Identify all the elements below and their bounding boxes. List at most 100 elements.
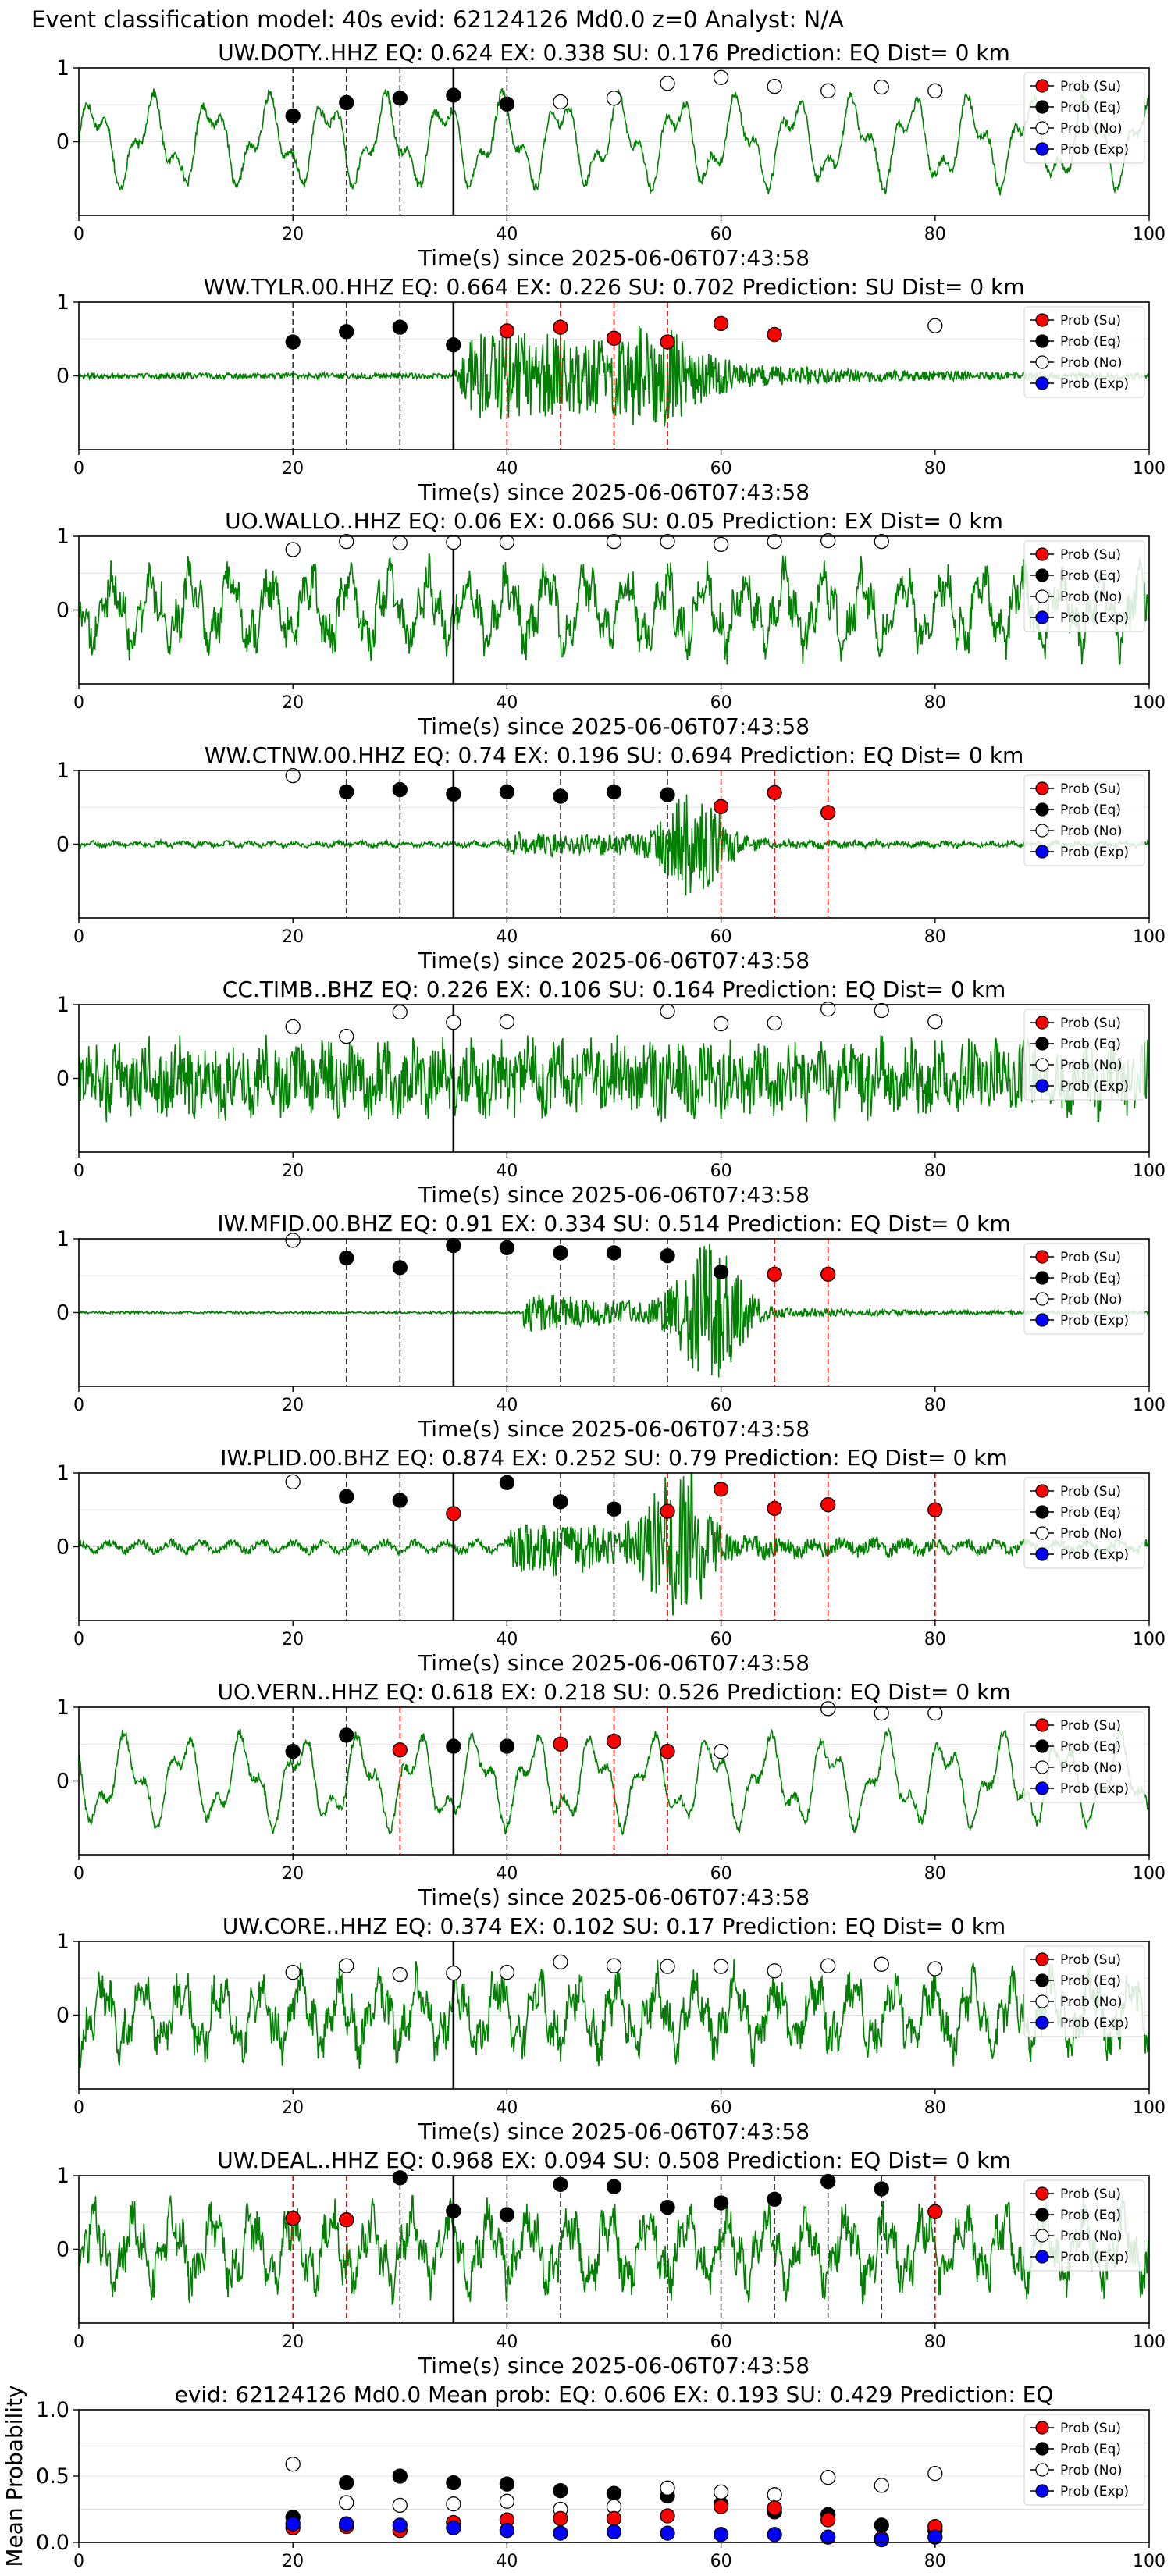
prob-point [285,2457,301,2472]
panel-axes-frame [78,2175,1150,2324]
panel-title: UW.CORE..HHZ EQ: 0.374 EX: 0.102 SU: 0.1… [222,1913,1005,1939]
prob-point [927,1502,943,1517]
legend-marker [1035,313,1049,327]
legend-box [1023,306,1145,398]
prob-point [874,2478,889,2493]
legend-marker [1035,2442,1049,2456]
panel-title: CC.TIMB..BHZ EQ: 0.226 EX: 0.106 SU: 0.1… [222,977,1005,1002]
prob-point [499,96,515,112]
prob-point [285,542,301,557]
x-tick-label: 100 [1133,459,1166,479]
prob-point [339,533,354,550]
panel-axes-frame [78,535,1150,685]
prob-point [339,1727,354,1743]
prob-point [446,786,461,802]
legend-marker [1035,1313,1049,1327]
prob-point [339,324,354,340]
legend-marker [1035,589,1049,603]
legend-marker [1035,2421,1049,2435]
x-tick-label: 100 [1133,2552,1166,2571]
legend-label: Prob (Exp) [1060,610,1129,626]
prob-point [713,2195,729,2211]
legend-label: Prob (No) [1060,824,1123,839]
legend-marker [1035,1484,1049,1498]
legend-label: Prob (No) [1060,1292,1123,1308]
x-tick-label: 0 [73,693,84,713]
prob-point [392,319,408,335]
legend-marker [1035,2016,1049,2030]
legend-label: Prob (Exp) [1060,845,1129,860]
legend-marker [1035,1058,1049,1072]
prob-point [446,2520,461,2535]
legend-marker [1035,610,1049,624]
x-tick-label: 20 [282,225,304,244]
prob-point [767,2500,782,2516]
prob-point [499,1014,515,1030]
legend-marker [1035,79,1049,93]
prob-point [713,2499,729,2514]
prob-point [339,1489,354,1504]
prob-point [874,2181,889,2197]
prob-point [713,536,729,553]
station-panel-3: UO.WALLO..HHZ EQ: 0.06 EX: 0.066 SU: 0.0… [56,508,1166,739]
legend-label: Prob (Exp) [1060,1547,1129,1563]
prob-point [660,1744,675,1759]
prob-point [285,767,301,784]
legend-label: Prob (No) [1060,1058,1123,1073]
prob-point [767,2527,782,2542]
y-tick-label: 0.5 [36,2464,69,2489]
station-panel-4: WW.CTNW.00.HHZ EQ: 0.74 EX: 0.196 SU: 0.… [56,742,1166,973]
prob-point [660,1003,675,1019]
x-tick-label: 60 [710,2332,732,2352]
legend-marker [1035,1994,1049,2008]
y-tick-label: 1 [56,1695,69,1720]
legend-label: Prob (Eq) [1060,1505,1121,1521]
panel-title: UO.WALLO..HHZ EQ: 0.06 EX: 0.066 SU: 0.0… [225,508,1003,534]
x-tick-label: 40 [496,1396,518,1415]
prob-point [927,2465,943,2482]
legend-marker [1035,2463,1049,2477]
x-tick-label: 40 [496,1864,518,1884]
prob-point [392,1260,408,1276]
prob-point [285,1965,301,1980]
legend-box [1023,1711,1145,1803]
x-tick-label: 0 [73,1396,84,1415]
legend-label: Prob (Su) [1060,1250,1121,1265]
y-tick-label: 1 [56,1461,69,1485]
prob-point [446,2475,461,2491]
legend-marker [1035,1973,1049,1987]
legend-label: Prob (Su) [1060,547,1121,563]
prob-point [553,2525,568,2541]
legend-marker [1035,1718,1049,1732]
x-tick-label: 0 [73,459,84,479]
prob-point [874,1705,889,1721]
prob-point [392,2517,408,2533]
x-tick-label: 60 [710,459,732,479]
x-axis-label: Time(s) since 2025-06-06T07:43:58 [418,1182,810,1208]
y-tick-label: 1.0 [36,2398,69,2422]
prob-point [499,1738,515,1754]
prob-point [767,326,782,343]
y-tick-label: 1 [56,993,69,1017]
prob-point [392,1966,408,1983]
x-tick-label: 80 [924,225,946,244]
y-tick-label: 1 [56,2164,69,2188]
x-axis-label: Time(s) since 2025-06-06T07:43:58 [418,1884,810,1910]
x-tick-label: 80 [924,693,946,713]
prob-point [285,1019,301,1034]
panel-axes-frame [78,1472,1150,1621]
prob-point [713,799,729,814]
panel-axes-frame [78,1004,1150,1153]
x-tick-label: 80 [924,2552,946,2571]
x-tick-label: 20 [282,927,304,947]
legend-label: Prob (No) [1060,589,1123,605]
legend-marker [1035,2484,1049,2498]
x-axis-label: Time(s) since 2025-06-06T07:43:58 [418,479,810,505]
prob-point [660,533,675,550]
legend-label: Prob (Eq) [1060,802,1121,818]
station-panel-10: UW.DEAL..HHZ EQ: 0.968 EX: 0.094 SU: 0.5… [56,2147,1166,2379]
station-panel-1: UW.DOTY..HHZ EQ: 0.624 EX: 0.338 SU: 0.1… [56,40,1166,271]
prob-point [767,785,782,800]
legend-label: Prob (No) [1060,121,1123,137]
prob-point [767,1015,782,1031]
